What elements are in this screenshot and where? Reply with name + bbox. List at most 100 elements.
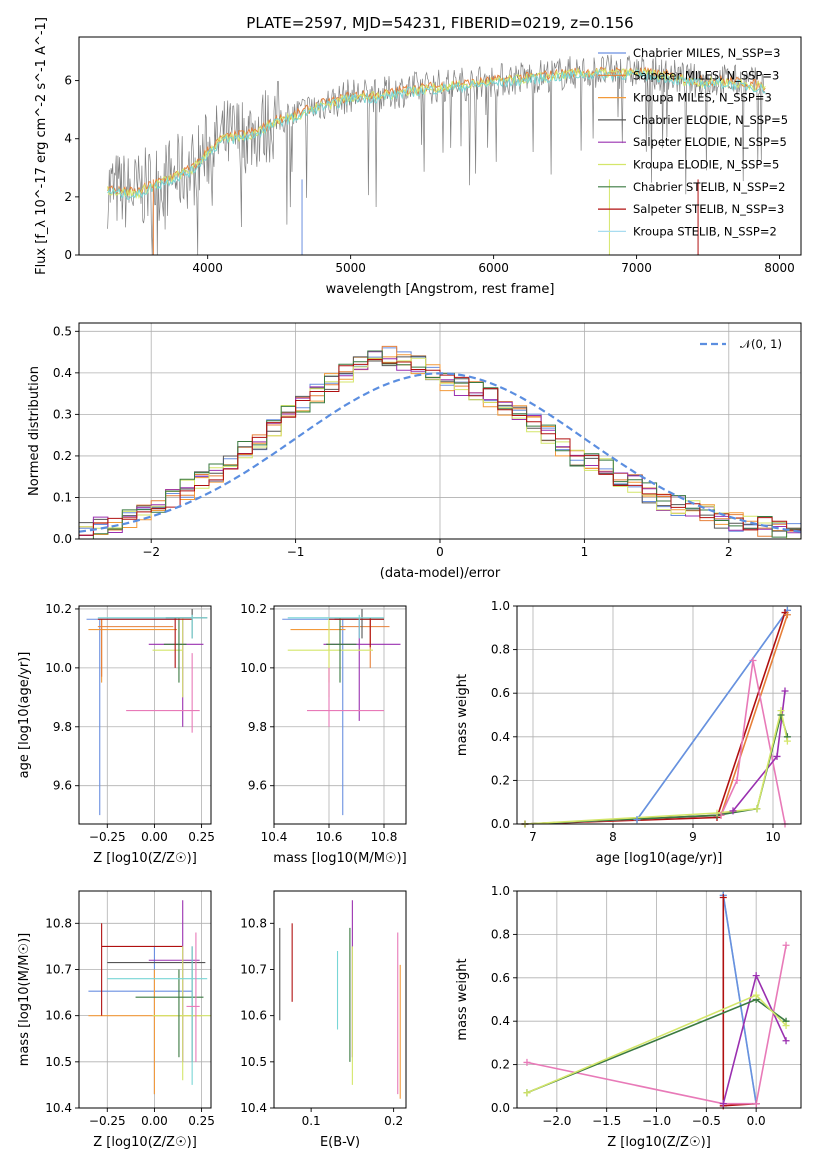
legend-label: Chabrier STELIB, N_SSP=2 (633, 180, 785, 194)
y-tick-label: 10.6 (45, 1009, 72, 1023)
x-tick-label: 10.6 (316, 830, 343, 844)
y-tick-label: 0.3 (53, 407, 72, 421)
axes-frame (273, 605, 407, 825)
x-tick-label: 0.00 (141, 830, 168, 844)
y-tick-label: 9.6 (53, 779, 72, 793)
y-tick-label: 0.6 (491, 971, 510, 985)
model-spectrum-line (107, 68, 766, 200)
y-axis-label: Flux [f_λ 10^-17 erg cm^-2 s^-1 A^-1] (34, 17, 49, 275)
x-tick-label: −1.0 (642, 1114, 671, 1128)
y-tick-label: 0.4 (53, 366, 72, 380)
x-tick-label: 0.25 (188, 1114, 215, 1128)
axes-frame (273, 890, 407, 1109)
weight-marker (782, 1037, 790, 1045)
y-tick-label: 0.2 (491, 1058, 510, 1072)
x-tick-label: −0.25 (89, 1114, 126, 1128)
y-tick-label: 10.5 (45, 1055, 72, 1069)
axes-frame (78, 36, 802, 256)
y-tick-label: 0.0 (53, 532, 72, 546)
x-axis-label: Z [log10(Z/Z☉)] (607, 1135, 711, 1150)
weight-marker (729, 807, 737, 815)
y-tick-label: 0 (64, 248, 72, 262)
chart-mass-vs-Z: −0.25 0.00 0.25 10.4 10.5 10.6 10.7 10.8 Z [log1… (17, 890, 215, 1150)
weight-marker (523, 1089, 531, 1097)
y-tick-label: 9.8 (248, 720, 267, 734)
plot-area (107, 54, 766, 255)
chart-mass-vs-EBV: 0.1 0.2 10.4 10.5 10.6 10.7 10.8 E(B-V) (240, 890, 407, 1150)
weight-marker (773, 752, 781, 760)
legend-label: Salpeter ELODIE, N_SSP=5 (633, 135, 787, 149)
plot-area (86, 608, 208, 816)
chart-spectrum: Chabrier MILES, N_SSP=3 Salpeter MILES, N… (34, 17, 802, 297)
weight-marker (719, 894, 727, 902)
weight-marker (633, 816, 641, 824)
x-tick-label: −0.5 (692, 1114, 721, 1128)
legend-label: 𝒩(0, 1) (740, 337, 782, 351)
x-tick-label: 0.1 (302, 1114, 321, 1128)
model-spectrum-line (107, 67, 766, 200)
legend-label: Salpeter STELIB, N_SSP=3 (633, 202, 784, 216)
y-tick-label: 10.7 (240, 962, 267, 976)
y-tick-label: 10.8 (45, 916, 72, 930)
y-tick-label: 9.8 (53, 720, 72, 734)
y-tick-label: 0.2 (491, 773, 510, 787)
y-tick-label: 0.0 (491, 1101, 510, 1115)
x-tick-label: 0 (436, 545, 444, 559)
x-axis-label: Z [log10(Z/Z☉)] (93, 1135, 197, 1150)
x-axis-label: E(B-V) (320, 1135, 360, 1150)
weight-marker (782, 941, 790, 949)
y-axis-label: age [log10(age/yr)] (17, 652, 32, 779)
x-tick-label: 10.4 (261, 830, 288, 844)
weight-marker (752, 1100, 760, 1108)
y-axis-label: mass weight (455, 958, 470, 1040)
weight-marker (753, 805, 761, 813)
x-axis-label: wavelength [Angstrom, rest frame] (326, 282, 555, 297)
weight-line (722, 895, 757, 1104)
y-tick-label: 10.5 (240, 1055, 267, 1069)
y-tick-label: 0.1 (53, 490, 72, 504)
y-tick-label: 0.8 (491, 643, 510, 657)
x-axis-label: age [log10(age/yr)] (596, 851, 723, 866)
x-tick-label: 10.8 (371, 830, 398, 844)
y-axis-label: Normed distribution (27, 366, 42, 496)
x-tick-label: 7 (529, 830, 537, 844)
model-spectrum-line (107, 66, 766, 198)
legend-label: Salpeter MILES, N_SSP=3 (633, 68, 779, 82)
y-tick-label: 0.2 (53, 449, 72, 463)
x-axis-label: mass [log10(M/M☉)] (273, 851, 406, 866)
weight-marker (719, 1100, 727, 1108)
axes-frame (516, 890, 802, 1109)
plot-area (79, 345, 801, 539)
y-tick-label: 10.2 (45, 602, 72, 616)
x-tick-label: 6000 (478, 261, 509, 275)
x-tick-label: 2 (725, 545, 733, 559)
weight-marker (777, 707, 785, 715)
gaussian-line (79, 372, 801, 533)
y-tick-label: 0.4 (491, 730, 510, 744)
x-tick-label: 1 (581, 545, 589, 559)
weight-marker (523, 1058, 531, 1066)
y-tick-label: 10.0 (45, 661, 72, 675)
x-tick-label: 8 (609, 830, 617, 844)
y-tick-label: 10.0 (240, 661, 267, 675)
x-axis-label: Z [log10(Z/Z☉)] (93, 851, 197, 866)
chart-age-vs-Z: −0.25 0.00 0.25 9.6 9.8 10.0 10.2 Z [log10(Z/Z☉… (17, 602, 215, 866)
plot-area (524, 609, 789, 824)
weight-marker (782, 1022, 790, 1030)
weight-marker (781, 687, 789, 695)
y-tick-label: 0.4 (491, 1014, 510, 1028)
y-axis-label: mass [log10(M/M☉)] (17, 933, 32, 1066)
x-tick-label: 0.00 (141, 1114, 168, 1128)
y-tick-label: 0.5 (53, 324, 72, 338)
x-tick-label: −2.0 (542, 1114, 571, 1128)
residual-histogram (79, 357, 801, 539)
x-tick-label: 5000 (335, 261, 366, 275)
x-tick-label: 9 (689, 830, 697, 844)
x-tick-label: 0.0 (747, 1114, 766, 1128)
axes-frame (78, 605, 212, 825)
x-tick-label: 0.25 (188, 830, 215, 844)
y-tick-label: 10.2 (240, 602, 267, 616)
weight-marker (752, 972, 760, 980)
y-tick-label: 0.6 (491, 686, 510, 700)
